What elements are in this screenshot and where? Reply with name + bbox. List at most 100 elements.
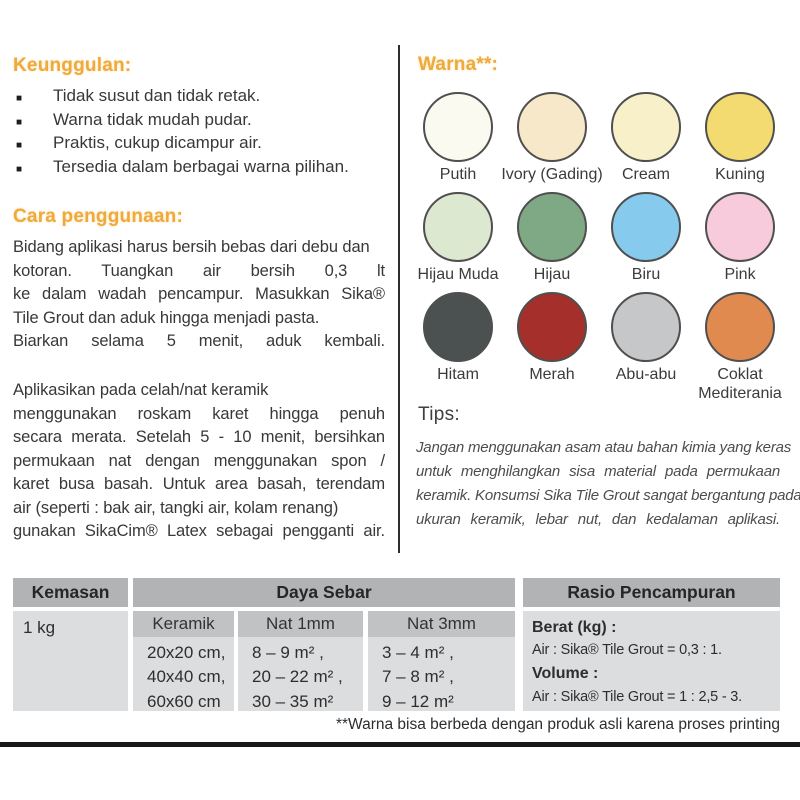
keramik-column: Keramik 20x20 cm, 40x40 cm, 60x60 cm (133, 611, 234, 711)
color-label: Putih (439, 166, 477, 183)
nat-1mm-column: Nat 1mm 8 – 9 m² , 20 – 22 m² , 30 – 35 m² (238, 611, 363, 711)
color-swatch: Ivory (Gading) (496, 92, 608, 184)
square-bullet-icon: ■ (16, 93, 23, 104)
color-circle (705, 192, 775, 262)
table-cell: 8 – 9 m² , (252, 643, 324, 662)
table-cell: 20 – 22 m² , (252, 667, 343, 687)
text-line: menggunakan roskam karet hingga penuh (13, 404, 385, 423)
text-line: air (seperti : bak air, tangki air, kola… (13, 498, 339, 517)
color-swatch-grid: Putih Ivory (Gading) Cream Kuning Hijau … (411, 92, 791, 403)
rasio-column: Rasio Pencampuran Berat (kg) : Air : Sik… (523, 578, 780, 711)
square-bullet-icon: ■ (16, 116, 23, 128)
color-label: Biru (631, 266, 661, 283)
color-swatch: Coklat Mediterania (684, 292, 796, 403)
nat-3mm-subheader: Nat 3mm (368, 611, 515, 637)
color-circle (611, 92, 681, 162)
color-label: Hijau Muda (417, 266, 499, 283)
text-line: Tile Grout dan aduk hingga menjadi pasta… (13, 308, 320, 327)
color-swatch: Hijau Muda (402, 192, 514, 284)
table-cell: 9 – 12 m² (382, 691, 454, 711)
vertical-divider (398, 45, 400, 553)
volume-label: Volume : (532, 665, 599, 683)
color-circle (517, 92, 587, 162)
square-bullet-icon: ■ (16, 140, 23, 151)
usage-heading: Cara penggunaan: (13, 206, 183, 227)
advantage-text: Tersedia dalam berbagai warna pilihan. (53, 156, 349, 176)
nat-1mm-subheader: Nat 1mm (238, 611, 363, 637)
color-circle (611, 292, 681, 362)
colors-heading: Warna**: (418, 54, 499, 75)
advantage-item: ■ Praktis, cukup dicampur air. (13, 133, 385, 157)
color-label: Hitam (437, 366, 479, 383)
color-label: Ivory (Gading) (501, 166, 603, 183)
usage-paragraph-2: Aplikasikan pada celah/nat keramik menggu… (13, 379, 385, 544)
text-line: Aplikasikan pada celah/nat keramik (13, 381, 269, 399)
text-line: Biarkan selama 5 menit, aduk kembali. (13, 332, 385, 350)
color-swatch: Merah (496, 292, 608, 403)
text-line: keramik. Konsumsi Sika Tile Grout sangat… (416, 487, 800, 504)
table-cell: 7 – 8 m² , (382, 667, 454, 687)
keramik-values: 20x20 cm, 40x40 cm, 60x60 cm (133, 637, 234, 711)
keramik-subheader: Keramik (133, 611, 234, 637)
text-line: secara merata. Setelah 5 - 10 menit, ber… (13, 428, 385, 446)
nat-1mm-values: 8 – 9 m² , 20 – 22 m² , 30 – 35 m² (238, 637, 363, 711)
text-line: untuk menghilangkan sisa material pada p… (416, 463, 780, 480)
daya-sebar-header: Daya Sebar (133, 578, 515, 607)
kemasan-cell: 1 kg (13, 611, 128, 711)
table-cell: 60x60 cm (147, 691, 221, 711)
rasio-cell: Berat (kg) : Air : Sika® Tile Grout = 0,… (523, 611, 780, 711)
color-swatch: Abu-abu (590, 292, 702, 403)
color-swatch: Kuning (684, 92, 796, 184)
color-label: Kuning (715, 166, 765, 183)
rasio-header: Rasio Pencampuran (523, 578, 780, 607)
color-circle (705, 292, 775, 362)
advantages-heading: Keunggulan: (13, 55, 132, 76)
table-cell: 40x40 cm, (147, 667, 226, 687)
tips-paragraph: Jangan menggunakan asam atau bahan kimia… (416, 436, 800, 532)
color-label: Abu-abu (615, 366, 677, 383)
volume-value: Air : Sika® Tile Grout = 1 : 2,5 - 3. (532, 688, 742, 705)
advantages-list: ■ Tidak susut dan tidak retak. ■ Warna t… (13, 86, 385, 180)
usage-paragraph-1: Bidang aplikasi harus bersih bebas dari … (13, 236, 385, 354)
advantage-item: ■ Tersedia dalam berbagai warna pilihan. (13, 157, 385, 181)
color-circle (517, 192, 587, 262)
color-circle (705, 92, 775, 162)
advantage-text: Warna tidak mudah pudar. (53, 109, 252, 129)
table-cell: 3 – 4 m² , (382, 643, 454, 662)
color-label: Coklat Mediterania (698, 366, 782, 402)
text-line: ukuran keramik, lebar nut, dan kedalaman… (416, 511, 780, 528)
text-line: Jangan menggunakan asam atau bahan kimia… (416, 439, 792, 456)
advantage-item: ■ Tidak susut dan tidak retak. (13, 86, 385, 110)
berat-label: Berat (kg) : (532, 619, 617, 636)
bottom-border-line (0, 742, 800, 747)
kemasan-column: Kemasan 1 kg (13, 578, 128, 711)
color-circle (611, 192, 681, 262)
text-line: permukaan nat dengan menggunakan spon / (13, 451, 385, 470)
square-bullet-icon: ■ (16, 163, 23, 175)
color-swatch: Hitam (402, 292, 514, 403)
color-label: Hijau (533, 266, 571, 283)
color-swatch: Pink (684, 192, 796, 284)
table-cell: 20x20 cm, (147, 643, 226, 662)
color-label: Pink (724, 266, 756, 283)
color-disclaimer: **Warna bisa berbeda dengan produk asli … (335, 716, 780, 733)
tips-heading: Tips: (418, 404, 460, 425)
color-swatch: Putih (402, 92, 514, 184)
text-line: karet busa basah. Untuk area basah, tere… (13, 475, 385, 493)
text-line: ke dalam wadah pencampur. Masukkan Sika® (13, 285, 385, 303)
nat-3mm-column: Nat 3mm 3 – 4 m² , 7 – 8 m² , 9 – 12 m² (368, 611, 515, 711)
text-line: gunakan SikaCim® Latex sebagai pengganti… (13, 522, 385, 540)
color-label: Cream (621, 166, 670, 183)
color-label: Merah (529, 366, 575, 383)
table-cell: 30 – 35 m² (252, 691, 334, 711)
color-swatch: Cream (590, 92, 702, 184)
spec-table: Kemasan 1 kg Daya Sebar Keramik 20x20 cm… (13, 578, 780, 711)
kemasan-header: Kemasan (13, 578, 128, 607)
advantage-item: ■ Warna tidak mudah pudar. (13, 110, 385, 134)
text-line: kotoran. Tuangkan air bersih 0,3 lt (13, 261, 385, 280)
nat-3mm-values: 3 – 4 m² , 7 – 8 m² , 9 – 12 m² (368, 637, 515, 711)
color-circle (423, 92, 493, 162)
advantage-text: Praktis, cukup dicampur air. (53, 133, 262, 152)
advantage-text: Tidak susut dan tidak retak. (53, 86, 261, 105)
